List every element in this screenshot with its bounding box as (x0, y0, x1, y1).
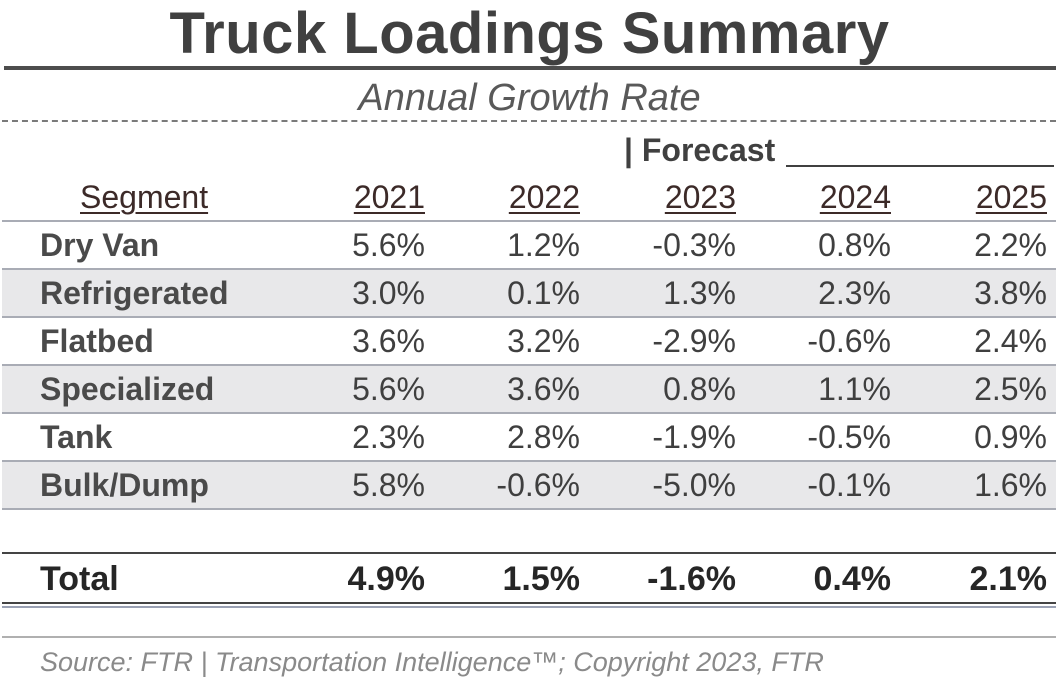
title-divider (4, 66, 1056, 70)
subtitle-divider (2, 120, 1056, 122)
value-cell: -0.6% (496, 467, 580, 503)
value-cell: -2.9% (652, 323, 736, 359)
table-row: Refrigerated 3.0% 0.1% 1.3% 2.3% 3.8% (2, 270, 1056, 316)
value-cell: 2.3% (352, 419, 425, 455)
segment-name: Specialized (40, 371, 215, 407)
row-divider (2, 412, 1056, 414)
value-cell: 5.6% (352, 371, 425, 407)
source-note: Source: FTR | Transportation Intelligenc… (40, 647, 824, 677)
total-bottom-rule-secondary (2, 606, 1056, 608)
table-row: Dry Van 5.6% 1.2% -0.3% 0.8% 2.2% (2, 222, 1056, 268)
value-cell: -0.5% (807, 419, 891, 455)
total-label: Total (40, 560, 119, 598)
value-cell: 0.1% (507, 275, 580, 311)
value-cell: 5.8% (352, 467, 425, 503)
year-header-2021: 2021 (353, 179, 425, 215)
total-value: -1.6% (647, 560, 736, 598)
value-cell: -5.0% (652, 467, 736, 503)
value-cell: 2.4% (974, 323, 1047, 359)
segment-name: Dry Van (40, 227, 160, 263)
value-cell: 2.5% (974, 371, 1047, 407)
value-cell: 0.8% (663, 371, 736, 407)
forecast-label: | Forecast (624, 132, 776, 168)
value-cell: -0.1% (807, 467, 891, 503)
segment-header: Segment (80, 179, 209, 215)
year-header-2023: 2023 (664, 179, 736, 215)
total-value: 0.4% (813, 560, 892, 598)
table-row: Bulk/Dump 5.8% -0.6% -5.0% -0.1% 1.6% (2, 462, 1056, 508)
table-row: Flatbed 3.6% 3.2% -2.9% -0.6% 2.4% (2, 318, 1056, 364)
row-divider (2, 268, 1056, 270)
page-title: Truck Loadings Summary (169, 1, 890, 66)
value-cell: 5.6% (352, 227, 425, 263)
value-cell: 1.6% (974, 467, 1047, 503)
value-cell: 2.3% (818, 275, 891, 311)
value-cell: 2.2% (974, 227, 1047, 263)
forecast-underline (786, 165, 1054, 167)
year-header-2024: 2024 (819, 179, 891, 215)
table-row: Tank 2.3% 2.8% -1.9% -0.5% 0.9% (2, 414, 1056, 460)
row-divider (2, 508, 1056, 510)
footer-divider (2, 636, 1056, 638)
total-value: 1.5% (502, 560, 581, 598)
value-cell: 3.8% (974, 275, 1047, 311)
row-divider (2, 220, 1056, 222)
value-cell: 3.6% (352, 323, 425, 359)
value-cell: 2.8% (507, 419, 580, 455)
total-row: Total 4.9% 1.5% -1.6% 0.4% 2.1% (2, 556, 1056, 602)
segment-name: Refrigerated (40, 275, 229, 311)
year-header-2022: 2022 (508, 179, 580, 215)
row-divider (2, 364, 1056, 366)
value-cell: 1.2% (507, 227, 580, 263)
year-header-2025: 2025 (975, 179, 1047, 215)
value-cell: 0.9% (974, 419, 1047, 455)
value-cell: 1.3% (663, 275, 736, 311)
total-top-rule (2, 552, 1056, 554)
value-cell: -0.3% (652, 227, 736, 263)
segment-name: Bulk/Dump (40, 467, 209, 503)
total-value: 4.9% (347, 560, 426, 598)
value-cell: 0.8% (818, 227, 891, 263)
total-value: 2.1% (969, 560, 1048, 598)
value-cell: 1.1% (818, 371, 891, 407)
value-cell: 3.2% (507, 323, 580, 359)
subtitle: Annual Growth Rate (358, 77, 701, 119)
value-cell: 3.0% (352, 275, 425, 311)
value-cell: 3.6% (507, 371, 580, 407)
value-cell: -1.9% (652, 419, 736, 455)
segment-name: Tank (40, 419, 113, 455)
row-divider (2, 460, 1056, 462)
segment-name: Flatbed (40, 323, 154, 359)
table-row: Specialized 5.6% 3.6% 0.8% 1.1% 2.5% (2, 366, 1056, 412)
total-bottom-rule (2, 602, 1056, 604)
value-cell: -0.6% (807, 323, 891, 359)
row-divider (2, 316, 1056, 318)
